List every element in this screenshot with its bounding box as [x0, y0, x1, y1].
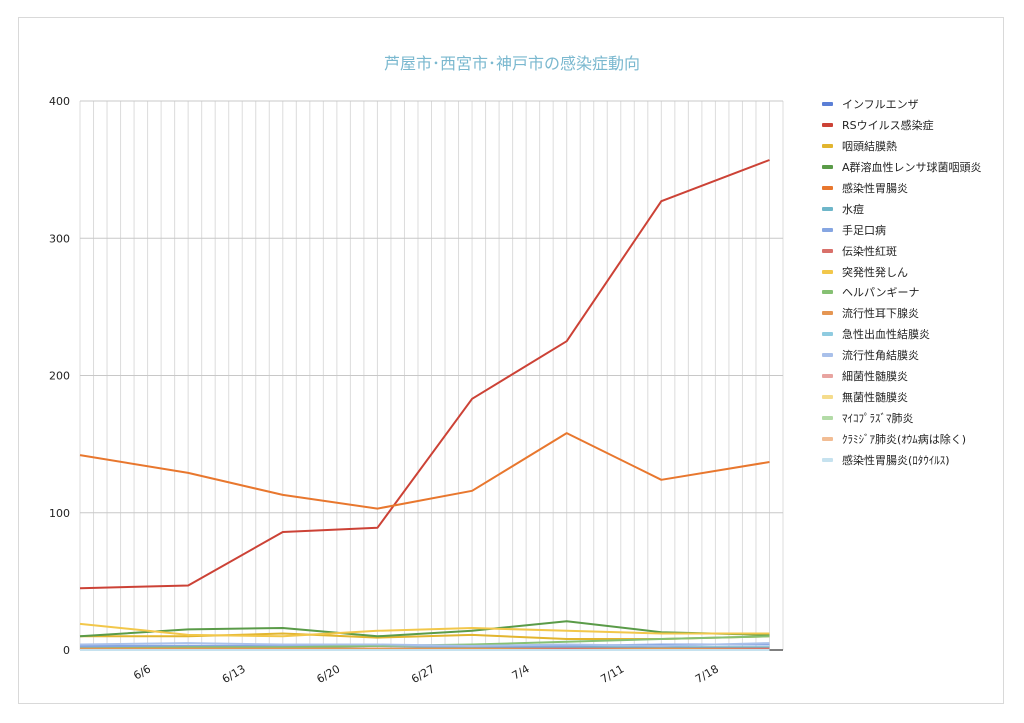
- series-line-5: [79, 432, 770, 510]
- legend-item: A群溶血性レンサ球菌咽頭炎: [822, 157, 982, 178]
- legend-label: 突発性発しん: [842, 265, 908, 279]
- x-tick-label: 6/27: [409, 662, 437, 686]
- legend-swatch: [822, 186, 833, 190]
- legend-item: 手足口病: [822, 219, 982, 240]
- legend-item: 無菌性髄膜炎: [822, 386, 982, 407]
- legend-label: 手足口病: [842, 223, 886, 237]
- legend-swatch: [822, 436, 833, 441]
- y-tick-label: 200: [49, 370, 70, 383]
- legend-label: 感染性胃腸炎(ﾛﾀｳｲﾙｽ): [842, 453, 950, 467]
- legend-swatch: [822, 206, 833, 211]
- series-line-9: [79, 622, 770, 638]
- series-line-11: [80, 647, 770, 651]
- series-lines: [79, 159, 770, 651]
- legend-item: 水痘: [822, 198, 982, 219]
- legend-item: RSウイルス感染症: [822, 115, 982, 136]
- legend-swatch: [822, 374, 833, 379]
- legend-label: 伝染性紅斑: [842, 244, 897, 258]
- legend-label: インフルエンザ: [842, 98, 919, 112]
- legend-swatch: [822, 102, 833, 107]
- legend-item: ｸﾗﾐｼﾞｱ肺炎(ｵｳﾑ病は除く): [822, 428, 982, 449]
- series-line-13: [79, 642, 770, 647]
- legend-item: 流行性角結膜炎: [822, 345, 982, 366]
- legend: インフルエンザ RSウイルス感染症 咽頭結膜熱 A群溶血性レンサ球菌咽頭炎 感染性胃腸炎…: [822, 94, 982, 470]
- legend-label: 感染性胃腸炎: [842, 182, 908, 195]
- legend-swatch: [822, 457, 833, 462]
- x-tick-label: 7/18: [693, 662, 721, 686]
- x-axis-ticks: 6/6 6/13 6/20 6/27 7/4 7/11 7/18: [131, 662, 721, 686]
- legend-swatch: [822, 415, 833, 420]
- legend-label: 無菌性髄膜炎: [842, 390, 908, 404]
- legend-swatch: [822, 123, 833, 128]
- legend-label: 咽頭結膜熱: [842, 140, 897, 154]
- legend-item: ヘルパンギーナ: [822, 282, 982, 303]
- legend-label: 細菌性髄膜炎: [842, 370, 908, 384]
- legend-swatch: [822, 165, 833, 170]
- legend-swatch: [822, 394, 833, 399]
- legend-item: 伝染性紅斑: [822, 240, 982, 261]
- legend-item: 突発性発しん: [822, 261, 982, 282]
- legend-item: 咽頭結膜熱: [822, 136, 982, 157]
- legend-item: インフルエンザ: [822, 94, 982, 115]
- y-tick-label: 0: [63, 644, 70, 657]
- y-tick-label: 400: [49, 95, 70, 108]
- legend-label: 水痘: [842, 202, 864, 216]
- y-tick-label: 100: [49, 507, 70, 520]
- grid-lines: [79, 100, 784, 651]
- legend-label: 流行性耳下腺炎: [842, 307, 919, 321]
- legend-label: A群溶血性レンサ球菌咽頭炎: [842, 161, 982, 175]
- legend-item: 流行性耳下腺炎: [822, 303, 982, 324]
- legend-item: ﾏｲｺﾌﾟﾗｽﾞﾏ肺炎: [822, 407, 982, 428]
- legend-item: 感染性胃腸炎: [822, 178, 982, 199]
- legend-swatch: [822, 353, 833, 358]
- x-tick-label: 6/20: [314, 662, 342, 686]
- legend-swatch: [822, 227, 833, 232]
- legend-label: ﾏｲｺﾌﾟﾗｽﾞﾏ肺炎: [842, 411, 914, 425]
- x-tick-label: 7/4: [510, 662, 532, 682]
- x-tick-label: 7/11: [598, 662, 626, 686]
- legend-label: ヘルパンギーナ: [842, 286, 920, 300]
- x-tick-label: 6/6: [131, 662, 153, 682]
- legend-swatch: [822, 144, 833, 149]
- chart-frame: [18, 17, 1004, 704]
- legend-label: ｸﾗﾐｼﾞｱ肺炎(ｵｳﾑ病は除く): [842, 432, 967, 446]
- legend-item: 急性出血性結膜炎: [822, 324, 982, 345]
- legend-label: RSウイルス感染症: [842, 119, 934, 133]
- legend-swatch: [822, 290, 833, 295]
- legend-swatch: [822, 248, 833, 253]
- x-tick-label: 6/13: [220, 662, 248, 686]
- legend-item: 感染性胃腸炎(ﾛﾀｳｲﾙｽ): [822, 449, 982, 470]
- legend-swatch: [822, 269, 833, 274]
- series-line-2: [79, 159, 770, 590]
- y-axis-ticks: 0 100 200 300 400: [49, 95, 70, 657]
- legend-item: 細菌性髄膜炎: [822, 366, 982, 387]
- legend-swatch: [822, 332, 833, 337]
- legend-label: 急性出血性結膜炎: [842, 328, 930, 342]
- series-line-4: [79, 620, 770, 638]
- y-tick-label: 300: [49, 232, 70, 245]
- legend-label: 流行性角結膜炎: [842, 349, 919, 363]
- legend-swatch: [822, 311, 833, 316]
- chart-title: 芦屋市･西宮市･神戸市の感染症動向: [383, 54, 640, 73]
